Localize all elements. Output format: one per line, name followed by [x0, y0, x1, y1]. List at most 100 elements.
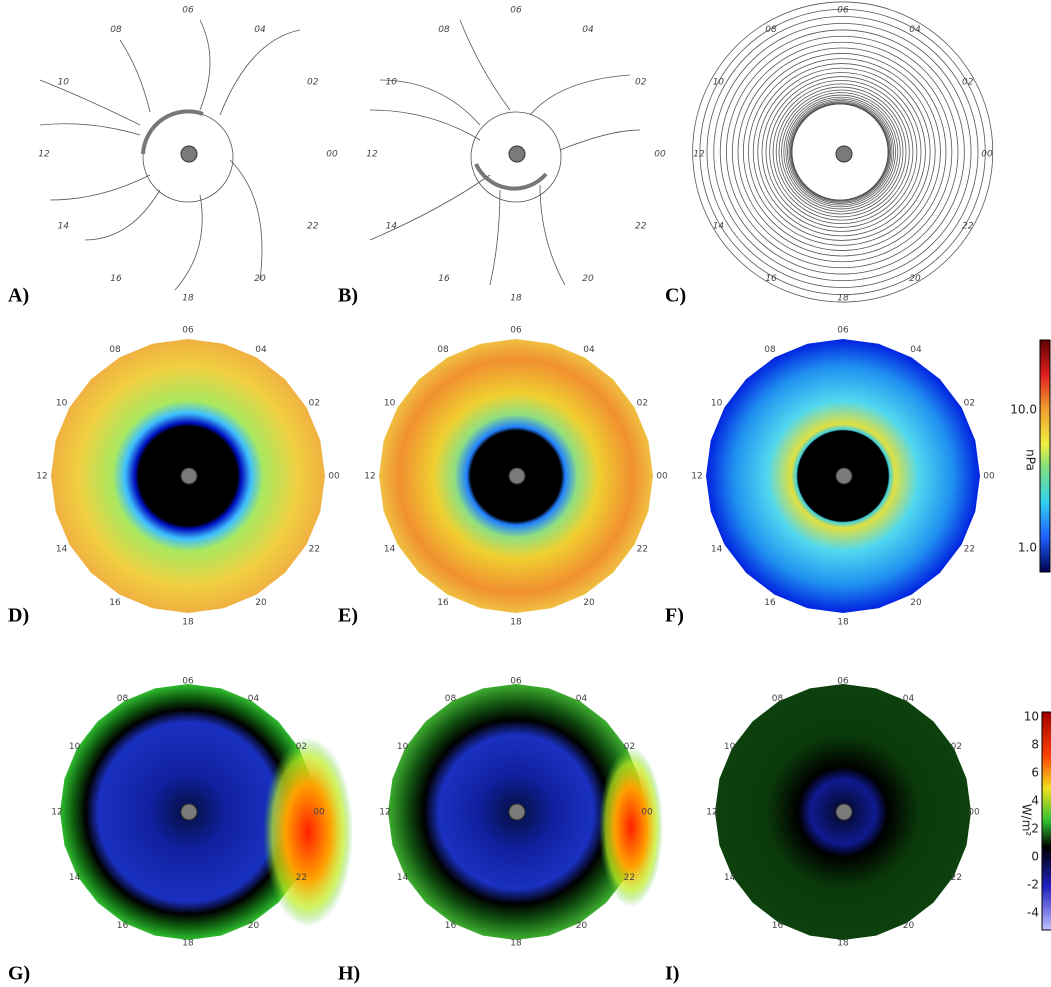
- hour-label: 12: [36, 472, 47, 482]
- panel-label: D): [8, 605, 29, 627]
- contour-line: [85, 190, 160, 240]
- contour-line: [50, 175, 150, 200]
- hour-label: 16: [764, 598, 776, 608]
- hour-label: 14: [397, 873, 409, 883]
- contour-line: [530, 75, 630, 115]
- hour-label: 14: [386, 222, 398, 232]
- earth: [836, 468, 852, 484]
- hour-label: 02: [307, 78, 319, 88]
- contours: [40, 20, 300, 290]
- hour-label: 18: [182, 618, 194, 628]
- panel-label: H): [338, 963, 360, 985]
- earth: [509, 804, 525, 820]
- hour-label: 02: [309, 399, 320, 409]
- hour-label: 02: [296, 742, 307, 752]
- hour-label: 22: [635, 222, 647, 232]
- hour-label: 06: [837, 6, 849, 16]
- earth: [509, 146, 525, 162]
- hour-label: 14: [724, 873, 736, 883]
- hour-label: 08: [438, 25, 450, 35]
- hour-label: 20: [576, 921, 588, 931]
- hour-label: 20: [248, 921, 260, 931]
- hour-label: 04: [248, 694, 260, 704]
- hour-label: 12: [706, 808, 717, 818]
- hot-region: [263, 737, 353, 927]
- contour-line: [40, 80, 140, 125]
- hour-label: 18: [182, 939, 194, 949]
- colorbar-tick-label: 0: [1031, 850, 1039, 864]
- hour-label: 22: [309, 545, 320, 555]
- contour-line: [540, 185, 565, 285]
- hour-label: 06: [510, 677, 522, 687]
- hour-label: 08: [110, 25, 122, 35]
- hour-label: 12: [38, 150, 50, 160]
- hour-label: 06: [182, 326, 194, 336]
- hour-label: 16: [445, 921, 457, 931]
- hour-label: 18: [182, 294, 194, 304]
- hour-label: 12: [379, 808, 390, 818]
- hour-label: 10: [384, 399, 396, 409]
- colorbar-tick-label: -4: [1027, 906, 1039, 920]
- hour-label: 22: [307, 222, 319, 232]
- hour-label: 04: [909, 25, 921, 35]
- contour-line: [490, 190, 500, 285]
- colorbar: [1040, 340, 1050, 572]
- hour-label: 06: [182, 677, 194, 687]
- contour-line: [40, 124, 140, 135]
- hour-label: 04: [582, 25, 594, 35]
- hour-label: 20: [583, 598, 595, 608]
- hour-label: 18: [510, 939, 522, 949]
- hour-label: 08: [437, 345, 449, 355]
- contour-line: [476, 164, 546, 189]
- hour-label: 08: [764, 345, 776, 355]
- panel-label: A): [8, 285, 29, 307]
- hour-label: 18: [837, 939, 849, 949]
- hour-label: 16: [117, 921, 129, 931]
- hour-label: 04: [583, 345, 595, 355]
- hour-label: 00: [983, 472, 995, 482]
- hour-label: 08: [109, 345, 121, 355]
- colorbar-tick-label: 6: [1031, 766, 1039, 780]
- figure: 000204060810121416182022A)00020406081012…: [0, 0, 1051, 987]
- hour-label: 00: [326, 150, 338, 160]
- hour-label: 04: [255, 345, 267, 355]
- hour-label: 14: [713, 222, 725, 232]
- hour-label: 18: [510, 294, 522, 304]
- panel-label: B): [338, 285, 358, 307]
- colorbar-tick-label: 1.0: [1018, 541, 1037, 555]
- hour-label: 18: [837, 294, 849, 304]
- hour-label: 16: [109, 598, 121, 608]
- hour-label: 06: [510, 326, 522, 336]
- contour-line: [220, 30, 300, 115]
- hour-label: 20: [582, 274, 594, 284]
- contour-line: [370, 110, 480, 140]
- hour-label: 08: [765, 25, 777, 35]
- hour-label: 16: [110, 274, 122, 284]
- contour-line: [175, 195, 202, 290]
- hour-label: 20: [909, 274, 921, 284]
- panel-label: C): [665, 285, 686, 307]
- hour-label: 00: [656, 472, 668, 482]
- hour-label: 12: [693, 150, 705, 160]
- hour-label: 00: [981, 150, 993, 160]
- panel-label: E): [338, 605, 358, 627]
- earth: [181, 804, 197, 820]
- hour-label: 12: [691, 472, 702, 482]
- hour-label: 14: [711, 545, 723, 555]
- hour-label: 00: [313, 808, 325, 818]
- hour-label: 02: [637, 399, 648, 409]
- earth: [181, 468, 197, 484]
- colorbar-tick-label: 8: [1031, 738, 1039, 752]
- hour-label: 10: [69, 742, 81, 752]
- colorbar: [1042, 712, 1051, 930]
- contour-line: [120, 40, 150, 112]
- hour-label: 16: [772, 921, 784, 931]
- hour-label: 08: [772, 694, 784, 704]
- hour-label: 20: [910, 598, 922, 608]
- hour-label: 04: [576, 694, 588, 704]
- hour-label: 08: [445, 694, 457, 704]
- hour-label: 20: [255, 598, 267, 608]
- hour-label: 22: [637, 545, 648, 555]
- hour-label: 06: [837, 677, 849, 687]
- earth: [181, 146, 197, 162]
